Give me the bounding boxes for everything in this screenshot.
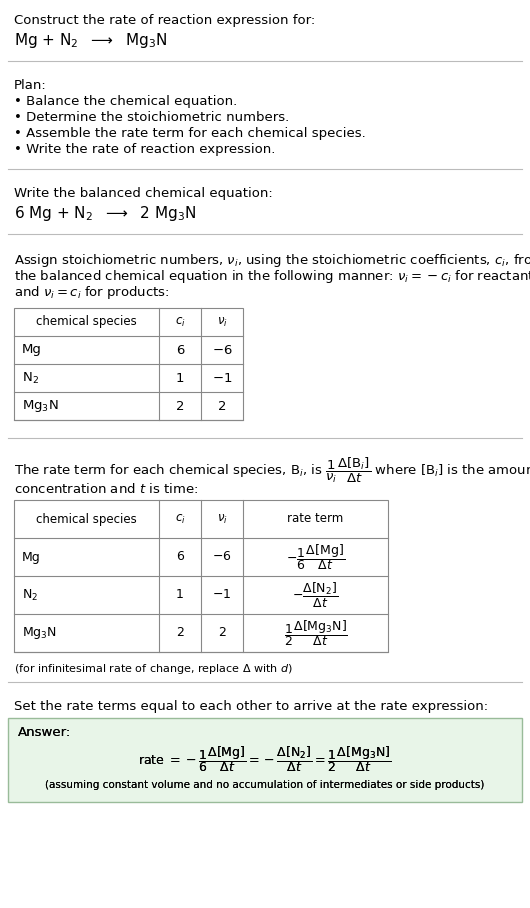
Text: $-\dfrac{\Delta[\mathrm{N_2}]}{\Delta t}$: $-\dfrac{\Delta[\mathrm{N_2}]}{\Delta t}… <box>293 580 339 609</box>
Text: $-6$: $-6$ <box>212 550 232 564</box>
Text: (assuming constant volume and no accumulation of intermediates or side products): (assuming constant volume and no accumul… <box>45 780 485 790</box>
Text: Answer:: Answer: <box>18 726 71 739</box>
Text: Assign stoichiometric numbers, $\nu_i$, using the stoichiometric coefficients, $: Assign stoichiometric numbers, $\nu_i$, … <box>14 252 530 269</box>
Text: 2: 2 <box>176 400 184 412</box>
Text: rate $= -\dfrac{1}{6}\dfrac{\Delta[\mathrm{Mg}]}{\Delta t} = -\dfrac{\Delta[\mat: rate $= -\dfrac{1}{6}\dfrac{\Delta[\math… <box>138 744 392 774</box>
Bar <box>14 500 388 652</box>
Text: • Assemble the rate term for each chemical species.: • Assemble the rate term for each chemic… <box>14 127 366 140</box>
Text: $\dfrac{1}{2}\dfrac{\Delta[\mathrm{Mg_3N}]}{\Delta t}$: $\dfrac{1}{2}\dfrac{\Delta[\mathrm{Mg_3N… <box>284 618 348 648</box>
Text: • Balance the chemical equation.: • Balance the chemical equation. <box>14 95 237 108</box>
Text: Set the rate terms equal to each other to arrive at the rate expression:: Set the rate terms equal to each other t… <box>14 700 488 713</box>
Text: rate $= -\dfrac{1}{6}\dfrac{\Delta[\mathrm{Mg}]}{\Delta t} = -\dfrac{\Delta[\mat: rate $= -\dfrac{1}{6}\dfrac{\Delta[\math… <box>138 744 392 774</box>
Bar <box>14 308 243 420</box>
Text: Mg: Mg <box>22 550 41 564</box>
Text: and $\nu_i = c_i$ for products:: and $\nu_i = c_i$ for products: <box>14 284 170 301</box>
Text: • Determine the stoichiometric numbers.: • Determine the stoichiometric numbers. <box>14 111 289 124</box>
Text: Mg$_3$N: Mg$_3$N <box>22 398 59 414</box>
Text: (assuming constant volume and no accumulation of intermediates or side products): (assuming constant volume and no accumul… <box>45 780 485 790</box>
Text: 2: 2 <box>218 400 226 412</box>
Text: concentration and $t$ is time:: concentration and $t$ is time: <box>14 482 198 496</box>
Text: $c_i$: $c_i$ <box>175 512 186 526</box>
Text: 1: 1 <box>176 588 184 601</box>
Text: $c_i$: $c_i$ <box>175 315 186 329</box>
Text: Write the balanced chemical equation:: Write the balanced chemical equation: <box>14 187 273 200</box>
Text: Mg + N$_2$  $\longrightarrow$  Mg$_3$N: Mg + N$_2$ $\longrightarrow$ Mg$_3$N <box>14 31 167 50</box>
Text: Answer:: Answer: <box>18 726 71 739</box>
Text: 2: 2 <box>218 627 226 639</box>
Text: $-6$: $-6$ <box>211 343 232 357</box>
Text: 2: 2 <box>176 627 184 639</box>
Text: 1: 1 <box>176 371 184 384</box>
Text: the balanced chemical equation in the following manner: $\nu_i = -c_i$ for react: the balanced chemical equation in the fo… <box>14 268 530 285</box>
Text: N$_2$: N$_2$ <box>22 587 38 603</box>
Text: N$_2$: N$_2$ <box>22 370 39 386</box>
Text: chemical species: chemical species <box>36 512 137 526</box>
Text: Mg: Mg <box>22 343 42 357</box>
Text: Construct the rate of reaction expression for:: Construct the rate of reaction expressio… <box>14 14 315 27</box>
Text: 6: 6 <box>176 343 184 357</box>
Text: 6: 6 <box>176 550 184 564</box>
Text: • Write the rate of reaction expression.: • Write the rate of reaction expression. <box>14 143 276 156</box>
Text: The rate term for each chemical species, B$_i$, is $\dfrac{1}{\nu_i}\dfrac{\Delt: The rate term for each chemical species,… <box>14 456 530 485</box>
FancyBboxPatch shape <box>8 718 522 802</box>
Text: Mg$_3$N: Mg$_3$N <box>22 625 57 641</box>
Text: chemical species: chemical species <box>36 315 137 329</box>
Text: (for infinitesimal rate of change, replace $\Delta$ with $d$): (for infinitesimal rate of change, repla… <box>14 662 293 676</box>
Text: 6 Mg + N$_2$  $\longrightarrow$  2 Mg$_3$N: 6 Mg + N$_2$ $\longrightarrow$ 2 Mg$_3$N <box>14 204 197 223</box>
Text: rate term: rate term <box>287 512 343 526</box>
Text: $-1$: $-1$ <box>213 588 232 601</box>
Text: $\nu_i$: $\nu_i$ <box>217 512 227 526</box>
Text: $-1$: $-1$ <box>212 371 232 384</box>
Text: $\nu_i$: $\nu_i$ <box>217 315 227 329</box>
Text: $-\dfrac{1}{6}\dfrac{\Delta[\mathrm{Mg}]}{\Delta t}$: $-\dfrac{1}{6}\dfrac{\Delta[\mathrm{Mg}]… <box>286 542 345 572</box>
Text: Plan:: Plan: <box>14 79 47 92</box>
